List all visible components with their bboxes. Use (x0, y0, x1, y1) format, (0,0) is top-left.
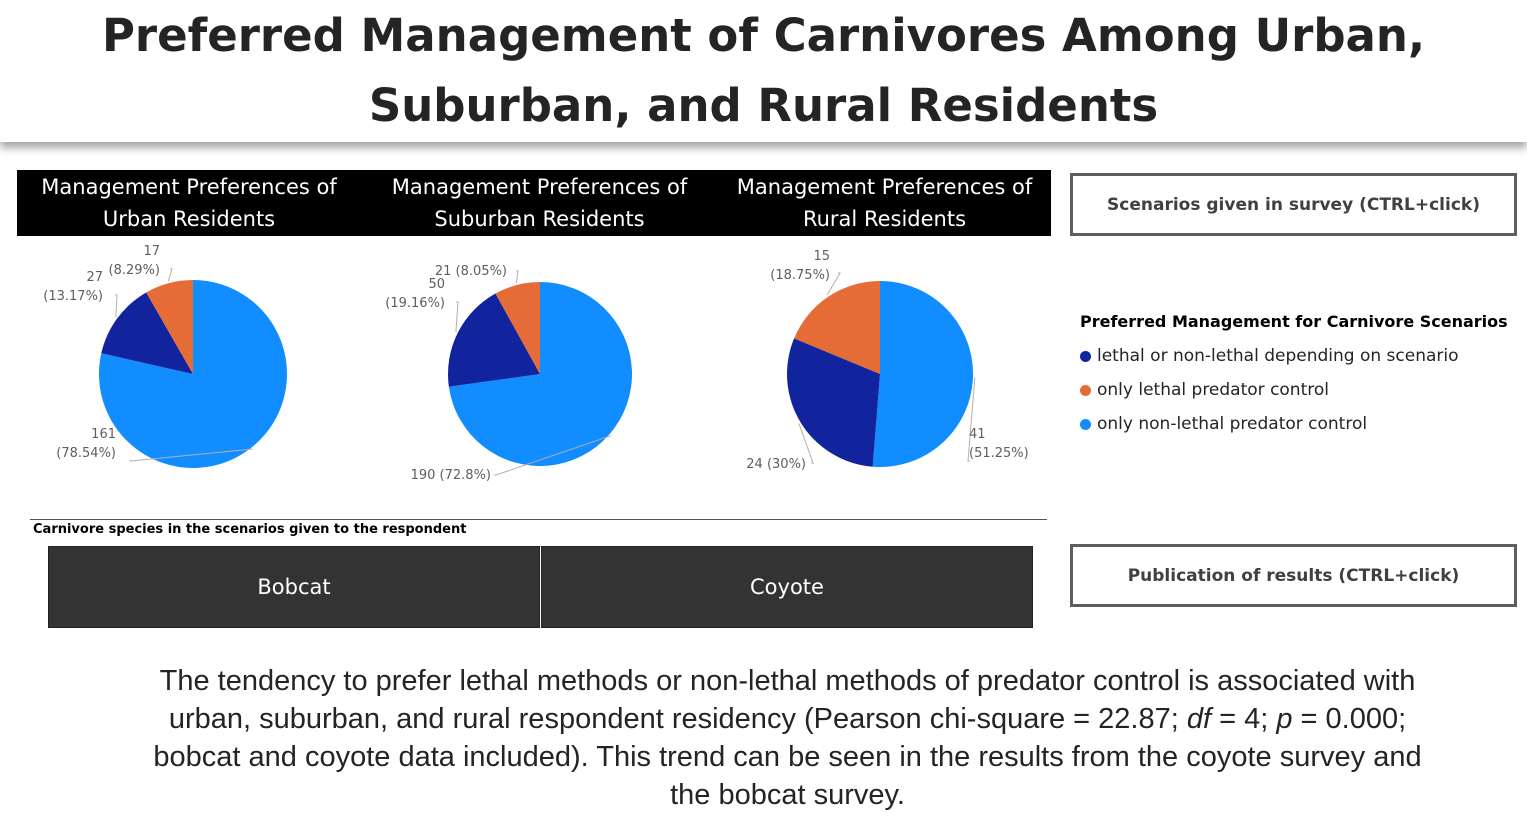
rural-label-lethal: 15 (18.75%) (770, 249, 830, 283)
summary-part-3: = 0.000; bobcat and coyote data included… (153, 703, 1422, 811)
summary-text: The tendency to prefer lethal methods or… (140, 662, 1435, 814)
rural-slice-mixed[interactable] (787, 338, 880, 467)
suburban-label-mixed: 50 (19.16%) (385, 277, 445, 311)
urban-leader-mixed (115, 294, 118, 318)
suburban-pie: 190 (72.8%) 50 (19.16%)21 (8.05%) (385, 264, 633, 483)
suburban-leader-lethal (516, 270, 519, 284)
urban-label-lethal: 17 (8.29%) (109, 244, 160, 278)
summary-df: df (1186, 703, 1212, 735)
legend-label-mixed: lethal or non-lethal depending on scenar… (1097, 346, 1459, 366)
suburban-slice-nonlethal[interactable] (448, 282, 633, 466)
slicer-coyote-button[interactable]: Coyote (541, 546, 1033, 628)
legend-item-nonlethal: only non-lethal predator control (1080, 407, 1508, 441)
rural-leader-mixed (798, 423, 814, 464)
legend-dot-lethal (1080, 384, 1091, 396)
slicer-divider (30, 519, 1047, 520)
urban-label-mixed: 27 (13.17%) (43, 270, 103, 304)
legend-item-lethal: only lethal predator control (1080, 373, 1508, 407)
suburban-label-nonlethal: 190 (72.8%) (411, 468, 491, 483)
slicer-bobcat-button[interactable]: Bobcat (48, 546, 540, 628)
summary-part-1: The tendency to prefer lethal methods or… (159, 665, 1416, 735)
publication-button[interactable]: Publication of results (CTRL+click) (1070, 544, 1517, 607)
suburban-label-lethal: 21 (8.05%) (435, 264, 507, 279)
summary-part-2: = 4; (1211, 703, 1277, 735)
urban-leader-nonlethal (129, 448, 253, 462)
suburban-leader-nonlethal (494, 435, 612, 476)
urban-slice-nonlethal[interactable] (98, 280, 287, 468)
slicer-caption: Carnivore species in the scenarios given… (33, 522, 467, 537)
pie-charts: 161 (78.54%) 27 (13.17%)17 (8.29%) 190 (72.8%… (43, 244, 1028, 483)
legend-label-lethal: only lethal predator control (1097, 380, 1329, 400)
rural-leader-nonlethal (967, 377, 976, 462)
rural-leader-lethal (826, 272, 841, 296)
rural-slice-lethal[interactable] (794, 281, 880, 374)
suburban-chart-title: Management Preferences of Suburban Resid… (361, 170, 718, 236)
suburban-slice-lethal[interactable] (495, 282, 540, 374)
legend-title: Preferred Management for Carnivore Scena… (1080, 312, 1508, 331)
urban-leader-lethal (167, 268, 173, 282)
urban-slice-lethal[interactable] (146, 280, 193, 374)
urban-pie: 161 (78.54%) 27 (13.17%)17 (8.29%) (43, 244, 287, 468)
rural-chart-title: Management Preferences of Rural Resident… (718, 170, 1051, 236)
urban-label-nonlethal: 161 (78.54%) (56, 427, 116, 461)
scenarios-button[interactable]: Scenarios given in survey (CTRL+click) (1070, 173, 1517, 236)
suburban-slice-mixed[interactable] (448, 293, 540, 387)
rural-label-mixed: 24 (30%) (746, 457, 806, 472)
legend-dot-nonlethal (1080, 418, 1091, 430)
legend-dot-mixed (1080, 350, 1091, 362)
legend: Preferred Management for Carnivore Scena… (1080, 312, 1508, 441)
rural-slice-nonlethal[interactable] (872, 281, 974, 467)
page-header: Preferred Management of Carnivores Among… (0, 0, 1527, 142)
page-title: Preferred Management of Carnivores Among… (101, 9, 1426, 132)
rural-pie: 41 (51.25%) 24 (30%) 15 (18.75%) (746, 249, 1028, 472)
legend-label-nonlethal: only non-lethal predator control (1097, 414, 1368, 434)
summary-p: p (1276, 703, 1293, 735)
suburban-leader-mixed (455, 301, 459, 333)
rural-label-nonlethal: 41 (51.25%) (969, 427, 1029, 461)
urban-chart-title: Management Preferences of Urban Resident… (17, 170, 361, 236)
legend-item-mixed: lethal or non-lethal depending on scenar… (1080, 339, 1508, 373)
urban-slice-mixed[interactable] (101, 292, 193, 374)
